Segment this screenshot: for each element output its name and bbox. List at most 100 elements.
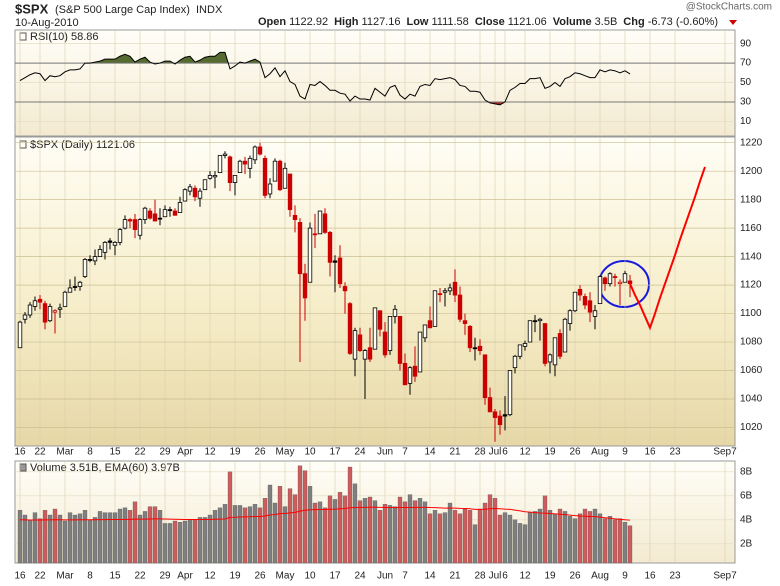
- volume-bar: [247, 506, 253, 564]
- candle-body: [262, 157, 268, 196]
- candle-body: [77, 281, 83, 287]
- candle-body: [217, 155, 223, 173]
- volume-bar: [527, 512, 533, 564]
- x-tick-label: 23: [669, 571, 681, 582]
- volume-bar: [112, 512, 118, 564]
- candle-body: [112, 241, 118, 246]
- candle-body: [622, 273, 628, 283]
- x-tick-label: 26: [254, 447, 266, 458]
- candle-body: [422, 324, 428, 339]
- candle-body: [397, 316, 403, 364]
- field-value: -6.73 (-0.60%): [648, 16, 718, 28]
- volume-bar: [202, 517, 208, 564]
- x-tick-label: 19: [544, 447, 556, 458]
- x-tick-label: 22: [34, 571, 46, 582]
- volume-bar: [552, 513, 558, 564]
- candle-body: [172, 210, 178, 216]
- volume-bar: [277, 486, 283, 564]
- x-tick-label: Mar: [56, 447, 74, 458]
- candle-body: [412, 365, 418, 377]
- x-tick-label: 21: [449, 571, 461, 582]
- rsi-line: [19, 51, 631, 106]
- x-tick-label: Mar: [56, 571, 74, 582]
- volume-bar: [152, 506, 158, 564]
- volume-bar: [162, 523, 168, 564]
- price-label: $SPX (Daily) 1121.06: [30, 139, 135, 151]
- x-tick-label: 16: [644, 571, 656, 582]
- candle-body: [357, 334, 363, 351]
- candle-body: [252, 146, 258, 161]
- volume-bar: [237, 505, 243, 564]
- candle-body: [267, 183, 273, 195]
- volume-bar: [627, 525, 633, 564]
- volume-bar: [432, 510, 438, 564]
- candle-body: [17, 321, 23, 349]
- volume-bar: [487, 494, 493, 564]
- x-tick-label: 12: [519, 447, 531, 458]
- candle-body: [152, 213, 158, 222]
- credit: @StockCharts.com: [686, 2, 772, 13]
- candle-body: [377, 310, 383, 330]
- y-tick-label: 4B: [740, 514, 753, 525]
- volume-bar: [307, 486, 313, 564]
- candle-body: [527, 320, 533, 343]
- candle-body: [562, 318, 568, 353]
- candle-body: [407, 367, 413, 384]
- candle-body: [402, 363, 408, 386]
- x-tick-label: Apr: [177, 571, 193, 582]
- y-tick-label: 1200: [740, 166, 763, 177]
- volume-bar: [457, 513, 463, 564]
- volume-bar: [82, 510, 88, 564]
- candle-body: [617, 281, 623, 285]
- volume-bar: [477, 508, 483, 564]
- volume-bar: [612, 519, 618, 564]
- x-tick-label: Jul: [489, 571, 502, 582]
- x-tick-label: 14: [424, 447, 436, 458]
- field-label: High: [334, 16, 359, 28]
- volume-bar: [582, 508, 588, 564]
- y-tick-label: 1060: [740, 365, 763, 376]
- candle-body: [157, 217, 163, 220]
- volume-bar: [67, 512, 73, 564]
- candle-body: [572, 291, 578, 312]
- volume-bar: [567, 516, 573, 564]
- x-tick-label: 29: [159, 571, 171, 582]
- volume-bar: [242, 507, 248, 564]
- volume-bar: [492, 498, 498, 564]
- candle-body: [432, 290, 438, 327]
- candle-body: [272, 160, 278, 182]
- candle-body: [287, 173, 293, 211]
- x-tick-label: 15: [109, 447, 121, 458]
- candle-body: [472, 347, 478, 350]
- candle-body: [302, 273, 308, 299]
- candle-body: [487, 397, 493, 413]
- volume-bar: [402, 501, 408, 564]
- candle-body: [362, 350, 368, 360]
- candle-body: [507, 370, 513, 416]
- legend-icon: [19, 463, 27, 472]
- x-tick-label: 19: [229, 571, 241, 582]
- x-tick-label: 28: [474, 571, 486, 582]
- candle-body: [417, 331, 423, 373]
- x-tick-label: 9: [622, 447, 628, 458]
- candle-body: [322, 213, 328, 233]
- x-tick-label: 12: [519, 571, 531, 582]
- candle-body: [457, 294, 463, 320]
- candle-body: [57, 307, 63, 310]
- candle-body: [607, 273, 613, 285]
- volume-bar: [387, 505, 393, 564]
- x-tick-label: 10: [304, 571, 316, 582]
- candle-body: [372, 307, 378, 350]
- volume-bar: [317, 501, 323, 564]
- volume-bar: [72, 514, 78, 564]
- volume-bar: [17, 510, 23, 564]
- volume-bar: [447, 502, 453, 564]
- x-tick-label: May: [276, 571, 295, 582]
- candle-body: [277, 160, 283, 191]
- candle-body: [292, 214, 298, 220]
- volume-bar: [397, 496, 403, 564]
- candle-body: [52, 310, 58, 313]
- candle-body: [537, 318, 543, 322]
- candle-body: [312, 233, 318, 236]
